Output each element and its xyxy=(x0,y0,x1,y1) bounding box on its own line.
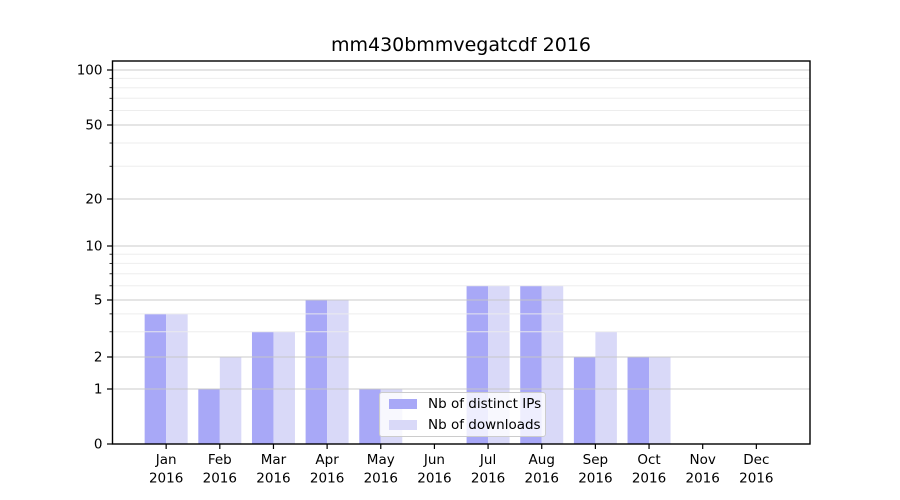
legend-label-downloads: Nb of downloads xyxy=(428,417,541,433)
x-tick-label-aug: Aug 2016 xyxy=(525,452,559,487)
chart-legend: Nb of distinct IPs Nb of downloads xyxy=(379,392,546,437)
y-tick-label-100: 100 xyxy=(77,63,103,79)
y-tick-label-2: 2 xyxy=(94,350,103,366)
y-tick-label-10: 10 xyxy=(85,239,102,255)
chart-title: mm430bmmvegatcdf 2016 xyxy=(330,34,592,56)
bar-downloads-mar xyxy=(273,331,295,444)
bar-downloads-oct xyxy=(649,357,671,444)
bar-distinct-ips-apr xyxy=(305,300,328,444)
bar-downloads-apr xyxy=(327,300,349,444)
bar-distinct-ips-mar xyxy=(251,331,274,444)
plot-border xyxy=(111,60,811,445)
x-tick-label-oct: Oct 2016 xyxy=(632,452,666,487)
legend-swatch-downloads xyxy=(389,420,417,430)
legend-item-downloads: Nb of downloads xyxy=(389,417,541,433)
bar-downloads-feb xyxy=(219,357,242,444)
bar-downloads-jan xyxy=(166,313,188,444)
x-tick-label-may: May 2016 xyxy=(364,452,398,487)
y-tick-label-1: 1 xyxy=(94,382,103,398)
x-tick-label-jan: Jan 2016 xyxy=(149,452,183,487)
bar-distinct-ips-sep xyxy=(573,357,596,444)
bar-distinct-ips-may xyxy=(359,389,381,444)
bar-downloads-aug xyxy=(541,285,564,444)
x-tick-label-nov: Nov 2016 xyxy=(686,452,720,487)
legend-label-distinct-ips: Nb of distinct IPs xyxy=(428,396,542,412)
x-tick-label-sep: Sep 2016 xyxy=(578,452,612,487)
legend-swatch-distinct-ips xyxy=(389,399,417,409)
x-tick-label-dec: Dec 2016 xyxy=(739,452,773,487)
x-tick-label-jun: Jun 2016 xyxy=(417,452,451,487)
y-tick-label-20: 20 xyxy=(85,192,102,208)
legend-item-distinct-ips: Nb of distinct IPs xyxy=(389,396,541,412)
x-tick-label-apr: Apr 2016 xyxy=(310,452,344,487)
bar-distinct-ips-feb xyxy=(198,389,220,444)
x-tick-label-jul: Jul 2016 xyxy=(471,452,505,487)
y-tick-label-5: 5 xyxy=(94,293,103,309)
y-tick-label-0: 0 xyxy=(94,437,103,453)
x-tick-label-mar: Mar 2016 xyxy=(256,452,290,487)
bar-downloads-sep xyxy=(595,331,617,444)
x-tick-label-feb: Feb 2016 xyxy=(203,452,237,487)
bar-distinct-ips-jan xyxy=(144,313,167,444)
bar-distinct-ips-oct xyxy=(627,357,650,444)
y-tick-label-50: 50 xyxy=(85,118,102,134)
